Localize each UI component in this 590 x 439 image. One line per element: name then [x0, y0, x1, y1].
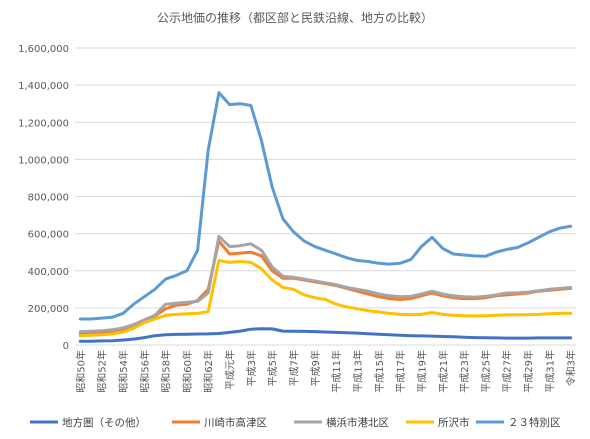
y-tick-label: 1,600,000 [18, 44, 69, 55]
x-tick-label: 平成3年 [245, 350, 258, 386]
legend-label: 横浜市港北区 [326, 416, 389, 429]
x-tick-label: 平成27年 [501, 350, 514, 393]
x-tick-label: 昭和50年 [74, 350, 87, 393]
series-line-2 [78, 234, 573, 334]
x-tick-label: 平成23年 [458, 350, 471, 393]
x-tick-label: 令和3年 [565, 350, 578, 386]
y-axis-ticks: 0 200,000 400,000 600,000 800,000 1,000,000 1,… [18, 44, 69, 352]
x-tick-label: 平成7年 [288, 350, 301, 386]
y-tick-label: 1,400,000 [18, 81, 69, 92]
legend-label: 地方圏（その他） [62, 416, 146, 429]
x-tick-label: 昭和58年 [160, 350, 173, 393]
x-tick-label: 平成29年 [522, 350, 535, 393]
legend-label: 川崎市高津区 [204, 416, 267, 429]
x-tick-label: 平成19年 [415, 350, 428, 393]
legend-label: ２３特別区 [508, 417, 561, 429]
x-tick-label: 平成25年 [479, 350, 492, 393]
x-axis-ticks: 昭和50年 昭和52年 昭和54年 昭和56年 昭和58年 昭和60年 昭和62年 平成元年平… [74, 350, 577, 393]
series-line-0 [78, 327, 573, 343]
x-tick-label: 昭和62年 [202, 350, 215, 393]
x-tick-label: 平成31年 [543, 350, 556, 393]
x-tick-label: 昭和52年 [96, 350, 109, 393]
y-tick-label: 1,000,000 [18, 155, 69, 166]
y-tick-label: 600,000 [28, 230, 69, 241]
series-lines [78, 91, 573, 343]
legend-label: 所沢市 [438, 416, 470, 429]
chart-title: 公示地価の推移（都区部と民鉄沿線、地方の比較） [157, 10, 433, 25]
y-tick-label: 200,000 [28, 304, 69, 315]
y-tick-label: 800,000 [28, 193, 69, 204]
series-line-3 [78, 259, 573, 338]
x-tick-label: 昭和54年 [117, 350, 130, 393]
grid-lines [75, 47, 576, 346]
x-tick-label: 平成15年 [373, 350, 386, 393]
x-tick-label: 平成5年 [266, 350, 279, 386]
x-tick-label: 平成9年 [309, 350, 322, 386]
x-tick-label: 昭和56年 [138, 350, 151, 393]
x-tick-label: 昭和60年 [181, 350, 194, 393]
x-tick-label: 平成21年 [437, 350, 450, 393]
x-tick-label: 平成13年 [351, 350, 364, 393]
legend: 地方圏（その他） 川崎市高津区 横浜市港北区 所沢市 ２３特別区 [30, 416, 561, 429]
y-tick-label: 0 [63, 341, 69, 352]
series-line-4 [78, 91, 573, 321]
x-tick-label: 平成元年 [224, 350, 237, 390]
y-tick-label: 400,000 [28, 267, 69, 278]
x-tick-label: 平成11年 [330, 350, 343, 393]
x-tick-label: 平成17年 [394, 350, 407, 393]
y-tick-label: 1,200,000 [18, 118, 69, 129]
